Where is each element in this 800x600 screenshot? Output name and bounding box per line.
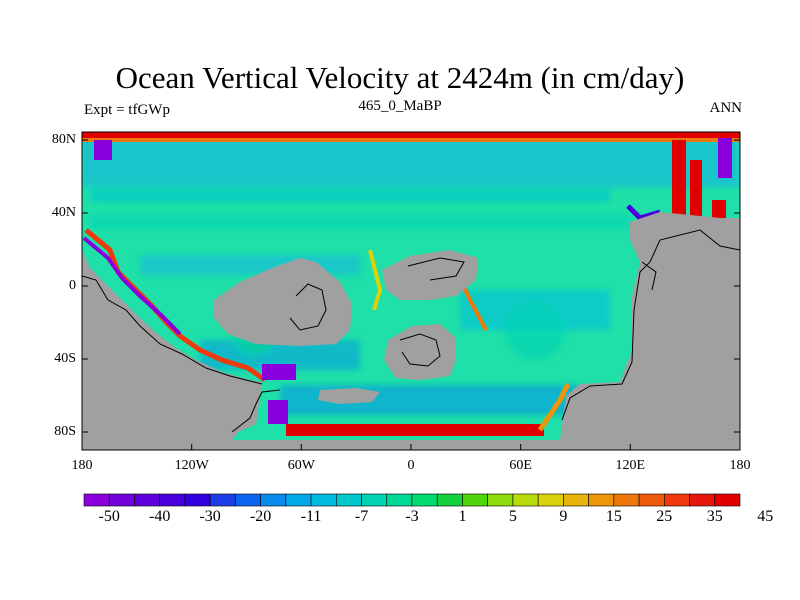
colorbar bbox=[83, 493, 741, 507]
land-central-south bbox=[384, 324, 456, 380]
colorbar-swatch bbox=[83, 493, 110, 507]
coastlines bbox=[82, 229, 740, 433]
map-field bbox=[82, 132, 740, 450]
land-central-north bbox=[382, 250, 478, 300]
colorbar-swatch bbox=[588, 493, 615, 507]
lat-tick-label: 40S bbox=[54, 351, 76, 366]
coastline-south-tip bbox=[231, 389, 281, 433]
coastline-southwest bbox=[82, 275, 263, 385]
colorbar-swatch bbox=[235, 493, 261, 507]
colorbar-swatch bbox=[134, 493, 160, 507]
land-east bbox=[560, 212, 740, 440]
land-masses bbox=[82, 212, 740, 450]
colorbar-swatch bbox=[462, 493, 488, 507]
colorbar-swatch bbox=[310, 493, 337, 507]
colorbar-swatch bbox=[664, 493, 690, 507]
chart-title: Ocean Vertical Velocity at 2424m (in cm/… bbox=[115, 60, 685, 95]
colorbar-swatch bbox=[108, 493, 135, 507]
colorbar-swatch bbox=[613, 493, 640, 507]
lon-tick-label: 120E bbox=[615, 458, 646, 473]
experiment-label: Expt = tfGWp bbox=[84, 102, 170, 118]
colorbar-label: -3 bbox=[405, 508, 419, 525]
ticks bbox=[81, 139, 741, 450]
colorbar-label: -30 bbox=[199, 508, 221, 525]
colorbar-swatch bbox=[361, 493, 388, 507]
lon-tick-label: 180 bbox=[71, 458, 93, 473]
lat-tick-label: 40N bbox=[51, 205, 76, 220]
coastline-east-inner bbox=[641, 261, 657, 291]
lon-tick-label: 120W bbox=[174, 458, 209, 473]
lon-tick-label: 0 bbox=[407, 458, 415, 473]
colorbar-swatch bbox=[714, 493, 741, 507]
colorbar-label: 1 bbox=[458, 508, 467, 525]
colorbar-label: -20 bbox=[249, 508, 272, 525]
coastline-central-west bbox=[289, 283, 327, 331]
colorbar-swatch bbox=[563, 493, 589, 507]
colorbar-swatch bbox=[689, 493, 716, 507]
colorbar-swatch bbox=[209, 493, 236, 507]
colorbar-swatch bbox=[336, 493, 362, 507]
center-label: 465_0_MaBP bbox=[358, 98, 442, 114]
lat-tick-label: 0 bbox=[69, 278, 76, 293]
colorbar-swatch bbox=[184, 493, 211, 507]
colorbar-swatch bbox=[411, 493, 438, 507]
colorbar-swatch bbox=[260, 493, 287, 507]
colorbar-label: 35 bbox=[706, 508, 723, 525]
lat-tick-label: 80N bbox=[51, 132, 76, 147]
colorbar-swatch bbox=[537, 493, 564, 507]
coastline-central-north bbox=[407, 257, 465, 281]
colorbar-label: -7 bbox=[354, 508, 369, 525]
colorbar-swatch bbox=[487, 493, 514, 507]
colorbar-swatch bbox=[512, 493, 539, 507]
land-southwest bbox=[82, 250, 262, 440]
coastline-central-south bbox=[399, 333, 441, 367]
coastline-east bbox=[561, 229, 740, 421]
colorbar-swatch bbox=[638, 493, 665, 507]
colorbar-swatch bbox=[159, 493, 186, 507]
coastal-extremes bbox=[82, 132, 740, 436]
colorbar-label: -40 bbox=[149, 508, 171, 525]
colorbar-label: -50 bbox=[98, 508, 120, 525]
lon-tick-label: 180 bbox=[729, 458, 751, 473]
land-central-west bbox=[214, 258, 352, 346]
lon-tick-label: 60E bbox=[509, 458, 532, 473]
lon-tick-label: 60W bbox=[287, 458, 315, 473]
colorbar-swatch bbox=[285, 493, 312, 507]
land-small-south bbox=[318, 388, 380, 404]
lat-tick-label: 80S bbox=[54, 424, 76, 439]
colorbar-swatch bbox=[436, 493, 463, 507]
colorbar-swatch bbox=[386, 493, 413, 507]
colorbar-label: 5 bbox=[508, 508, 517, 525]
colorbar-label: -11 bbox=[300, 508, 322, 525]
colorbar-label: 9 bbox=[559, 508, 568, 525]
season-label: ANN bbox=[709, 100, 743, 116]
colorbar-label: 45 bbox=[757, 508, 774, 525]
colorbar-label: 15 bbox=[605, 508, 622, 525]
colorbar-label: 25 bbox=[656, 508, 673, 525]
